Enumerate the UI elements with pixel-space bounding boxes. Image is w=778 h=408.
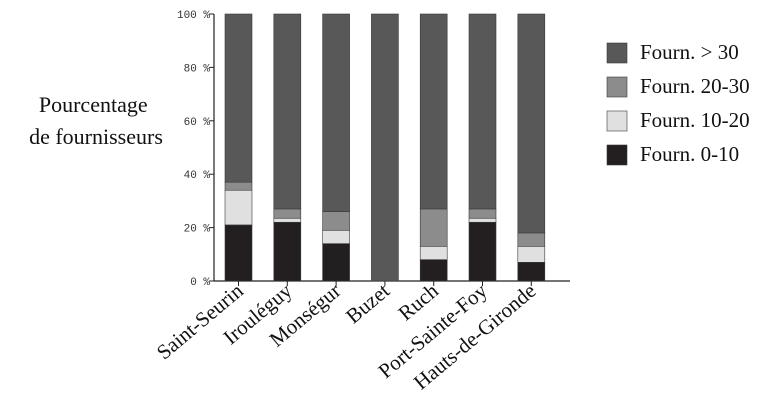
bar-segment	[322, 211, 350, 231]
y-tick-label: 0 %	[190, 277, 210, 289]
bar-segment	[371, 13, 399, 282]
legend-swatch	[606, 42, 628, 64]
y-tick-label: 60 %	[184, 117, 211, 129]
y-axis-label-line-1: Pourcentage	[39, 92, 148, 117]
bar-segment	[468, 208, 497, 219]
bar-segment	[322, 229, 350, 244]
bar-segment	[517, 245, 546, 263]
legend: Fourn. > 30 Fourn. 20-30 Fourn. 10-20 Fourn…	[606, 40, 750, 166]
bar-segment	[273, 217, 302, 223]
bar-segment	[419, 245, 448, 260]
y-tick-label: 20 %	[184, 224, 211, 236]
bar-segment	[517, 262, 546, 282]
bar-segment	[468, 13, 497, 210]
legend-label: Fourn. 10-20	[640, 108, 750, 132]
bar-segment	[273, 13, 302, 210]
bar-segment	[517, 232, 546, 247]
legend-swatch	[606, 144, 628, 166]
y-tick-label: 80 %	[184, 63, 211, 75]
y-axis-label-line-2: de fournisseurs	[29, 124, 163, 149]
plot-area: 0 %20 %40 %60 %80 %100 %Saint-SeurinIrou…	[152, 10, 570, 394]
legend-label: Fourn. 0-10	[640, 142, 739, 166]
bar-segment	[224, 13, 253, 183]
bar-segment	[322, 243, 350, 282]
bar-segment	[468, 217, 497, 223]
legend-swatch	[606, 110, 628, 132]
bar-segment	[224, 189, 253, 226]
y-tick-label: 40 %	[184, 170, 211, 182]
bar-segment	[273, 208, 302, 219]
bar-segment	[419, 208, 448, 247]
y-axis-label: Pourcentage de fournisseurs	[29, 92, 163, 149]
bar-segment	[468, 221, 497, 282]
x-tick-label: Buzet	[341, 278, 394, 328]
legend-label: Fourn. 20-30	[640, 74, 750, 98]
bar-segment	[419, 13, 448, 210]
bar-segment	[224, 181, 253, 191]
y-tick-label: 100 %	[177, 10, 210, 22]
bar-segment	[419, 259, 448, 282]
bar-segment	[273, 221, 302, 282]
legend-label: Fourn. > 30	[640, 40, 739, 64]
bar-segment	[322, 13, 350, 212]
bar-segment	[224, 224, 253, 282]
bar-segment	[517, 13, 546, 234]
legend-swatch	[606, 76, 628, 98]
